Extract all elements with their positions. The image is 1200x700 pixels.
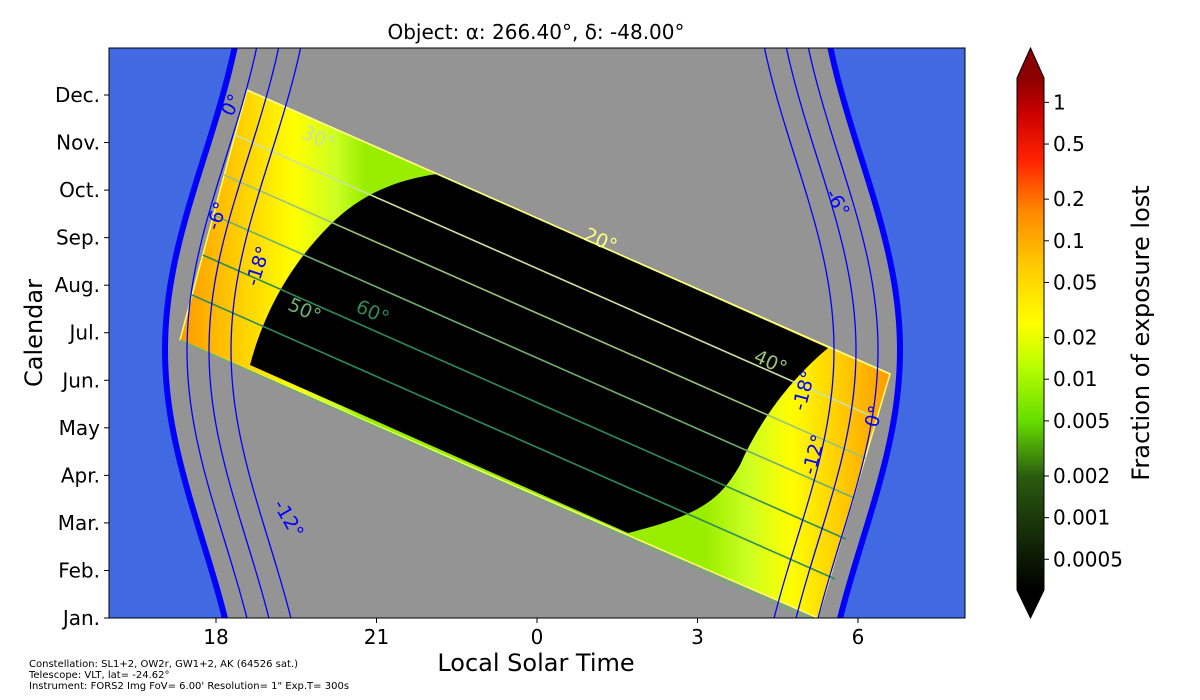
caption-constellation: Constellation: SL1+2, OW2r, GW1+2, AK (6… [29,659,298,670]
y-tick-label: Sep. [56,226,100,250]
y-tick-label: Mar. [58,511,100,535]
colorbar-ticks: 1 0.5 0.2 0.1 0.05 0.02 0.01 0.005 0.002 0.001 0.0… [1044,90,1123,571]
colorbar-tick-label: 0.02 [1053,326,1098,350]
x-axis-label: Local Solar Time [437,649,634,677]
plot-area: 0°0°-6° -6°-12°-12°-18°-18°20°30°40°50° 60… [109,48,965,618]
colorbar-min-extend [1017,590,1044,618]
y-tick-label: Jan. [61,606,100,630]
y-axis-label: Calendar [20,279,48,387]
sun-contour-line [208,48,280,618]
colorbar-tick-label: 0.001 [1053,506,1110,530]
elevation-contour-line [223,174,868,460]
sun-contour-line [763,48,835,618]
x-tick-label: 0 [531,625,544,649]
sun-contour-line [785,48,857,618]
figure-caption: Constellation: SL1+2, OW2r, GW1+2, AK (6… [29,659,349,692]
y-tick-label: Apr. [61,463,100,487]
y-tick-label: Jul. [68,321,101,345]
y-tick-label: Oct. [59,178,100,202]
elevation-contour-line [202,254,847,540]
x-axis-ticks: 18 21 0 3 6 [203,618,864,649]
colorbar-tick-label: 0.05 [1053,270,1098,294]
x-tick-label: 18 [203,625,228,649]
colorbar-tick-label: 0.5 [1053,132,1085,156]
colorbar-max-extend [1017,48,1044,78]
no-loss-region [250,174,828,533]
colorbar-tick-label: 0.01 [1053,367,1098,391]
y-tick-label: Jun. [60,368,100,392]
colorbar-tick-label: 0.0005 [1053,547,1123,571]
colorbar-label: Fraction of exposure lost [1127,185,1155,480]
caption-telescope: Telescope: VLT, lat= -24.62° [29,670,170,681]
sun-contour-line [827,48,903,618]
colorbar: 1 0.5 0.2 0.1 0.05 0.02 0.01 0.005 0.002 0.001 0.0… [1016,46,1155,620]
colorbar-tick-label: 0.1 [1053,229,1085,253]
x-tick-label: 21 [364,625,389,649]
sun-contour-line [186,48,258,618]
elevation-contour-line [234,134,879,420]
sun-contour-line [162,48,238,618]
elevation-contour-line [246,89,891,375]
y-tick-label: Aug. [55,273,100,297]
x-tick-label: 6 [852,625,865,649]
x-tick-label: 3 [691,625,704,649]
y-tick-label: Nov. [56,131,100,155]
y-axis-ticks: Jan. Feb. Mar. Apr. May Jun. Jul. Aug. Sep. Oct. N… [55,83,109,630]
elevation-contour-line [191,294,836,580]
y-tick-label: Feb. [58,558,100,582]
sun-altitude-contours [162,48,903,618]
colorbar-body [1017,78,1044,590]
sun-contour-line [807,48,879,618]
elevation-contour-line [213,214,857,500]
y-tick-label: Dec. [55,83,100,107]
elevation-contours [179,89,891,618]
chart-title: Object: α: 266.40°, δ: -48.00° [387,20,684,44]
caption-instrument: Instrument: FORS2 Img FoV= 6.00' Resolut… [29,681,350,692]
elevation-contour-line [179,339,812,618]
colorbar-tick-label: 0.002 [1053,464,1110,488]
sun-contour-line [230,48,302,618]
colorbar-tick-label: 1 [1053,90,1066,114]
y-tick-label: May [59,416,101,440]
colorbar-tick-label: 0.005 [1053,409,1110,433]
colorbar-outline [1016,46,1045,620]
colorbar-tick-label: 0.2 [1053,187,1085,211]
